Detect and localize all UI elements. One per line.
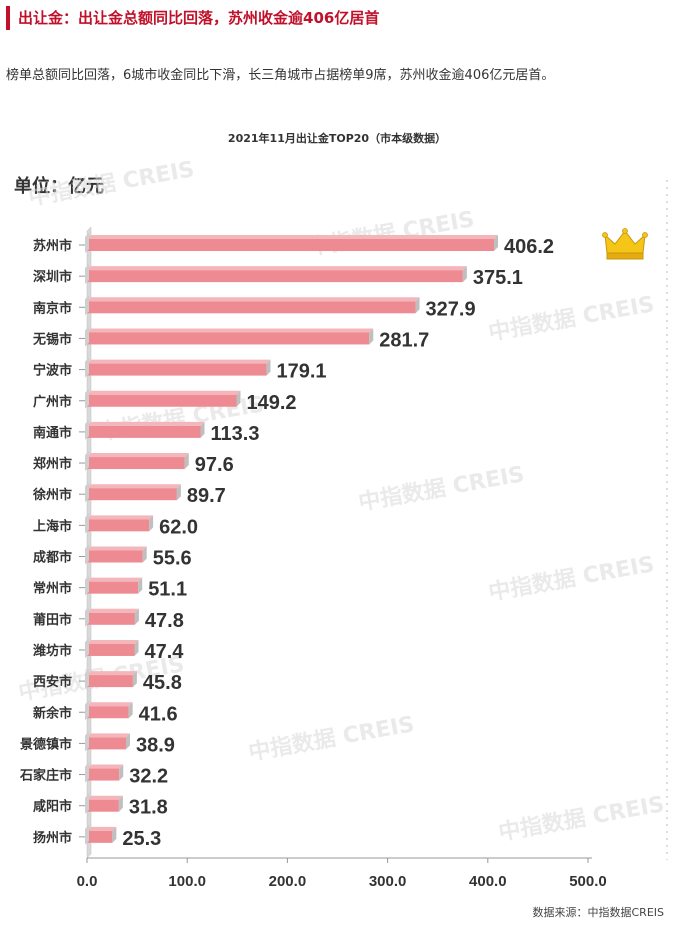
value-label: 38.9 bbox=[136, 734, 175, 756]
watermark: 中指数据 CREIS bbox=[307, 206, 477, 261]
crown-icon bbox=[602, 228, 648, 260]
x-tick-label: 0.0 bbox=[77, 873, 98, 890]
category-label: 石家庄市 bbox=[19, 768, 72, 784]
x-tick-label: 300.0 bbox=[369, 873, 407, 890]
category-label: 西安市 bbox=[33, 674, 72, 690]
category-label: 潍坊市 bbox=[33, 643, 72, 659]
bar bbox=[85, 326, 374, 347]
bar bbox=[85, 357, 271, 378]
x-tick-label: 400.0 bbox=[469, 873, 507, 890]
value-label: 62.0 bbox=[159, 516, 198, 538]
value-label: 32.2 bbox=[129, 766, 168, 788]
category-label: 南京市 bbox=[33, 300, 72, 316]
bar bbox=[85, 264, 467, 285]
category-label: 新余市 bbox=[33, 705, 72, 721]
watermark: 中指数据 CREIS bbox=[27, 156, 197, 211]
bar bbox=[85, 637, 139, 658]
category-label: 深圳市 bbox=[33, 269, 72, 285]
x-tick-label: 500.0 bbox=[569, 873, 607, 890]
bar bbox=[85, 388, 241, 409]
category-label: 苏州市 bbox=[33, 238, 72, 254]
source-note: 数据来源：中指数据CREIS bbox=[532, 906, 665, 919]
value-label: 375.1 bbox=[473, 267, 523, 289]
category-label: 景德镇市 bbox=[20, 736, 72, 752]
bar bbox=[85, 606, 139, 627]
bar bbox=[85, 482, 181, 503]
category-label: 咸阳市 bbox=[33, 799, 72, 815]
value-label: 179.1 bbox=[276, 361, 326, 383]
category-label: 莆田市 bbox=[33, 612, 72, 628]
value-label: 47.4 bbox=[144, 641, 184, 663]
value-label: 113.3 bbox=[211, 423, 260, 445]
bar bbox=[85, 762, 124, 783]
watermark: 中指数据 CREIS bbox=[487, 291, 657, 346]
chart-title: 2021年11月出让金TOP20（市本级数据） bbox=[227, 132, 447, 145]
category-label: 无锡市 bbox=[32, 331, 72, 347]
bar bbox=[85, 793, 123, 814]
bar bbox=[85, 419, 205, 440]
value-label: 97.6 bbox=[195, 454, 234, 476]
bar bbox=[85, 544, 147, 565]
value-label: 149.2 bbox=[246, 392, 296, 414]
bar bbox=[85, 824, 117, 845]
x-tick-label: 200.0 bbox=[269, 873, 307, 890]
value-label: 55.6 bbox=[153, 548, 192, 570]
value-label: 89.7 bbox=[187, 485, 226, 507]
value-label: 406.2 bbox=[504, 236, 554, 258]
category-label: 常州市 bbox=[33, 581, 72, 597]
value-label: 41.6 bbox=[139, 703, 178, 725]
intro-paragraph: 榜单总额同比回落，6城市收金同比下滑，长三角城市占据榜单9席，苏州收金逾406亿… bbox=[6, 68, 555, 83]
category-label: 南通市 bbox=[33, 425, 72, 441]
category-label: 广州市 bbox=[33, 394, 72, 410]
unit-label: 单位：亿元 bbox=[14, 176, 104, 197]
category-label: 成都市 bbox=[33, 550, 72, 566]
value-label: 281.7 bbox=[379, 329, 429, 351]
value-label: 31.8 bbox=[129, 797, 168, 819]
bar bbox=[85, 513, 154, 534]
bar bbox=[85, 451, 189, 472]
value-label: 51.1 bbox=[148, 579, 187, 601]
value-label: 47.8 bbox=[145, 610, 184, 632]
category-label: 徐州市 bbox=[32, 487, 72, 503]
x-tick-label: 100.0 bbox=[168, 873, 206, 890]
watermark: 中指数据 CREIS bbox=[247, 711, 417, 766]
bar bbox=[85, 233, 499, 253]
section-title: 出让金：出让金总额同比回落，苏州收金逾406亿居首 bbox=[6, 6, 379, 30]
category-label: 上海市 bbox=[33, 518, 72, 534]
watermark: 中指数据 CREIS bbox=[357, 461, 527, 516]
category-label: 宁波市 bbox=[33, 363, 72, 379]
bar bbox=[85, 669, 137, 690]
watermark: 中指数据 CREIS bbox=[497, 791, 667, 846]
value-label: 45.8 bbox=[143, 672, 182, 694]
bar bbox=[85, 295, 420, 316]
category-label: 郑州市 bbox=[33, 456, 72, 472]
bar bbox=[85, 700, 133, 721]
watermark: 中指数据 CREIS bbox=[487, 551, 657, 606]
bar bbox=[85, 575, 143, 596]
bar bbox=[85, 731, 130, 752]
value-label: 327.9 bbox=[426, 298, 476, 320]
category-label: 扬州市 bbox=[33, 830, 72, 846]
value-label: 25.3 bbox=[122, 828, 161, 850]
